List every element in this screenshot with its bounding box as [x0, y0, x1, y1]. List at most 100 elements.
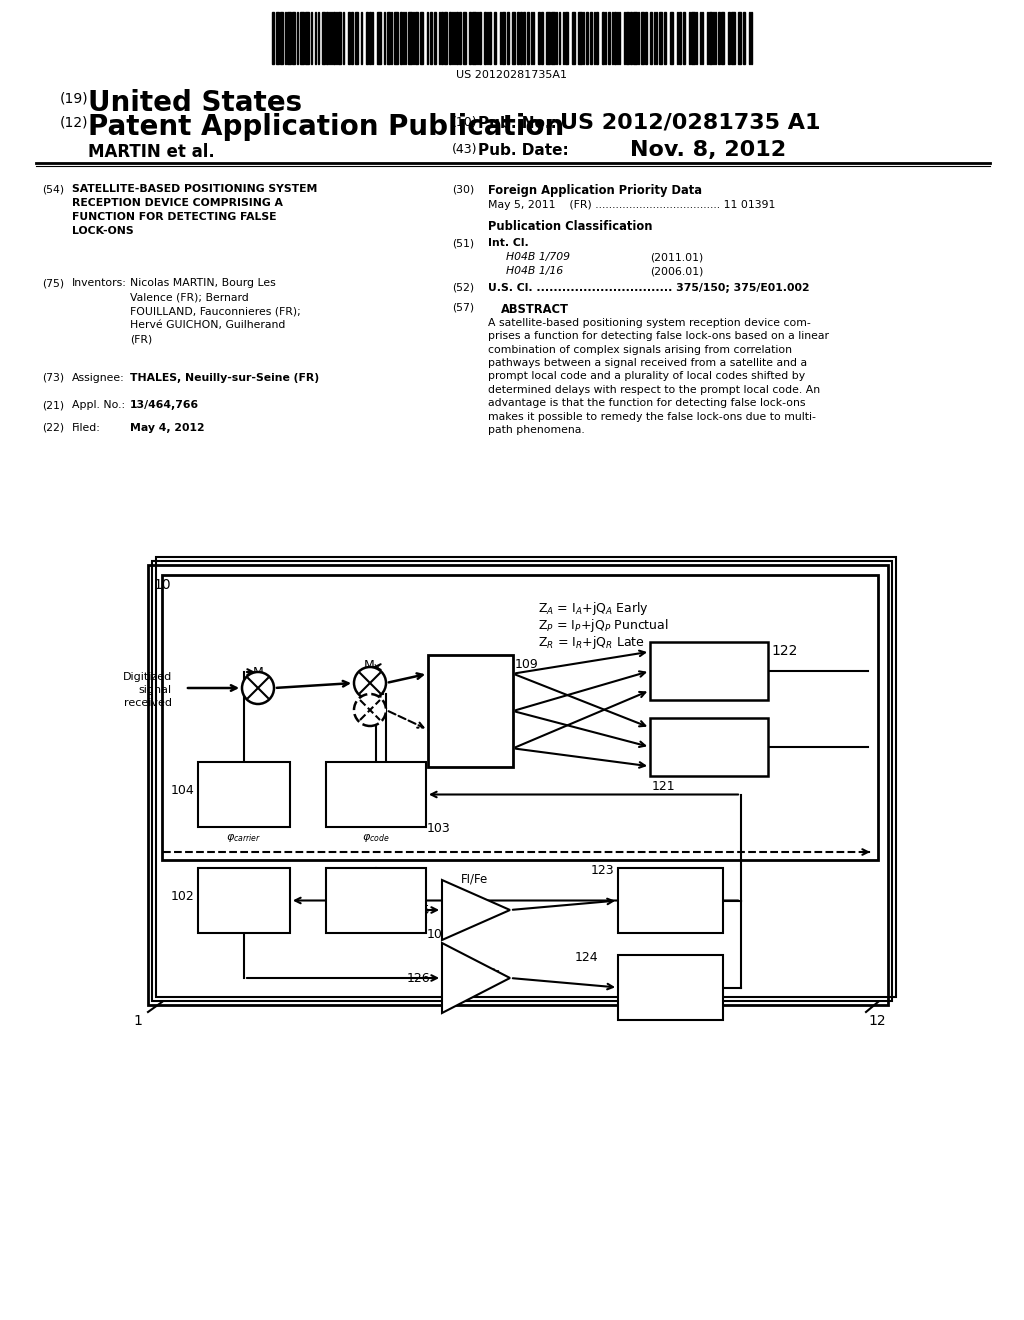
Bar	[305, 12, 309, 63]
Bar	[276, 12, 279, 63]
Text: (19): (19)	[60, 92, 89, 106]
Text: 2$\pi$F$_{carrier}$/c: 2$\pi$F$_{carrier}$/c	[447, 966, 501, 979]
Bar	[300, 12, 304, 63]
Bar	[322, 12, 325, 63]
Bar	[472, 12, 476, 63]
Bar	[630, 12, 632, 63]
Text: Publication Classification: Publication Classification	[488, 220, 652, 234]
Bar	[287, 12, 291, 63]
Bar	[670, 12, 673, 63]
Text: Foreign Application Priority Data: Foreign Application Priority Data	[488, 183, 702, 197]
Bar	[479, 12, 481, 63]
Text: 103: 103	[427, 822, 451, 836]
Bar	[650, 12, 652, 63]
Text: (12): (12)	[60, 116, 88, 129]
Text: D$_{code}$: D$_{code}$	[693, 730, 725, 744]
Bar	[456, 12, 458, 63]
Bar	[586, 12, 588, 63]
Text: (73): (73)	[42, 374, 65, 383]
Bar	[348, 12, 350, 63]
Text: Digitized
signal
received: Digitized signal received	[123, 672, 172, 709]
Text: US 2012/0281735 A1: US 2012/0281735 A1	[560, 114, 820, 133]
Bar	[162, 576, 878, 861]
Bar	[377, 12, 381, 63]
Text: (57): (57)	[452, 304, 474, 313]
Text: Patent Application Publication: Patent Application Publication	[88, 114, 564, 141]
Text: May 4, 2012: May 4, 2012	[130, 422, 205, 433]
Bar	[387, 12, 390, 63]
Text: (10): (10)	[452, 116, 477, 129]
Bar	[626, 12, 629, 63]
Bar	[507, 12, 509, 63]
Bar	[650, 642, 768, 700]
Bar	[198, 762, 290, 828]
Text: Pub. No.:: Pub. No.:	[478, 116, 557, 131]
Bar	[280, 12, 283, 63]
Bar	[523, 12, 525, 63]
Bar	[565, 12, 568, 63]
Bar	[400, 12, 402, 63]
Bar	[459, 12, 461, 63]
Text: 102: 102	[170, 890, 194, 903]
Text: Z$_A$ = I$_A$+jQ$_A$ Early: Z$_A$ = I$_A$+jQ$_A$ Early	[538, 601, 649, 616]
Text: Nicolas MARTIN, Bourg Les
Valence (FR); Bernard
FOUILLAND, Fauconnieres (FR);
He: Nicolas MARTIN, Bourg Les Valence (FR); …	[130, 279, 301, 345]
Bar	[546, 12, 550, 63]
Bar	[679, 12, 681, 63]
Text: H04B 1/16: H04B 1/16	[506, 267, 563, 276]
Bar	[430, 12, 432, 63]
Text: $\varphi_{carrier}$: $\varphi_{carrier}$	[226, 832, 262, 843]
Text: 12: 12	[868, 1014, 886, 1028]
Text: Inventors:: Inventors:	[72, 279, 127, 288]
Bar	[428, 655, 513, 767]
Text: Z$_P$ = I$_P$+jQ$_P$ Punctual: Z$_P$ = I$_P$+jQ$_P$ Punctual	[538, 616, 669, 634]
Bar	[541, 12, 543, 63]
Text: Z$_R$ = I$_R$+jQ$_R$ Late: Z$_R$ = I$_R$+jQ$_R$ Late	[538, 634, 645, 651]
Bar	[333, 12, 335, 63]
Circle shape	[354, 694, 386, 726]
Text: Assignee:: Assignee:	[72, 374, 125, 383]
Bar	[738, 12, 741, 63]
Circle shape	[242, 672, 274, 704]
Bar	[517, 12, 519, 63]
Text: (75): (75)	[42, 279, 65, 288]
Bar	[590, 12, 592, 63]
Bar	[683, 12, 685, 63]
Text: 122: 122	[771, 644, 798, 657]
Bar	[664, 12, 666, 63]
Bar	[502, 12, 505, 63]
Text: (52): (52)	[452, 282, 474, 293]
Bar	[326, 869, 426, 933]
Bar	[659, 12, 662, 63]
Text: (2011.01): (2011.01)	[650, 252, 703, 261]
Bar	[449, 12, 451, 63]
Bar	[572, 12, 575, 63]
Text: Filed:: Filed:	[72, 422, 101, 433]
Text: Appl. No.:: Appl. No.:	[72, 400, 125, 411]
Bar	[608, 12, 610, 63]
Text: H04B 1/709: H04B 1/709	[506, 252, 570, 261]
Bar	[512, 12, 515, 63]
Bar	[355, 12, 358, 63]
Bar	[156, 557, 896, 997]
Text: 104: 104	[170, 784, 194, 797]
Bar	[444, 12, 447, 63]
Text: (PLL): (PLL)	[655, 969, 686, 982]
Text: SATELLITE-BASED POSITIONING SYSTEM
RECEPTION DEVICE COMPRISING A
FUNCTION FOR DE: SATELLITE-BASED POSITIONING SYSTEM RECEP…	[72, 183, 317, 236]
Bar	[338, 12, 341, 63]
Text: May 5, 2011    (FR) ..................................... 11 01391: May 5, 2011 (FR) .......................…	[488, 201, 775, 210]
Text: United States: United States	[88, 88, 302, 117]
Bar	[326, 12, 328, 63]
Bar	[728, 12, 730, 63]
Text: Nov. 8, 2012: Nov. 8, 2012	[630, 140, 786, 160]
Bar	[578, 12, 582, 63]
Bar	[641, 12, 644, 63]
Bar	[691, 12, 695, 63]
Text: ABSTRACT: ABSTRACT	[501, 304, 569, 315]
Text: 123: 123	[591, 865, 614, 876]
Bar	[408, 12, 412, 63]
Bar	[650, 718, 768, 776]
Text: 1: 1	[133, 1014, 142, 1028]
Text: FI/Fe: FI/Fe	[461, 873, 487, 884]
Text: (2006.01): (2006.01)	[650, 267, 703, 276]
Bar	[326, 762, 426, 828]
